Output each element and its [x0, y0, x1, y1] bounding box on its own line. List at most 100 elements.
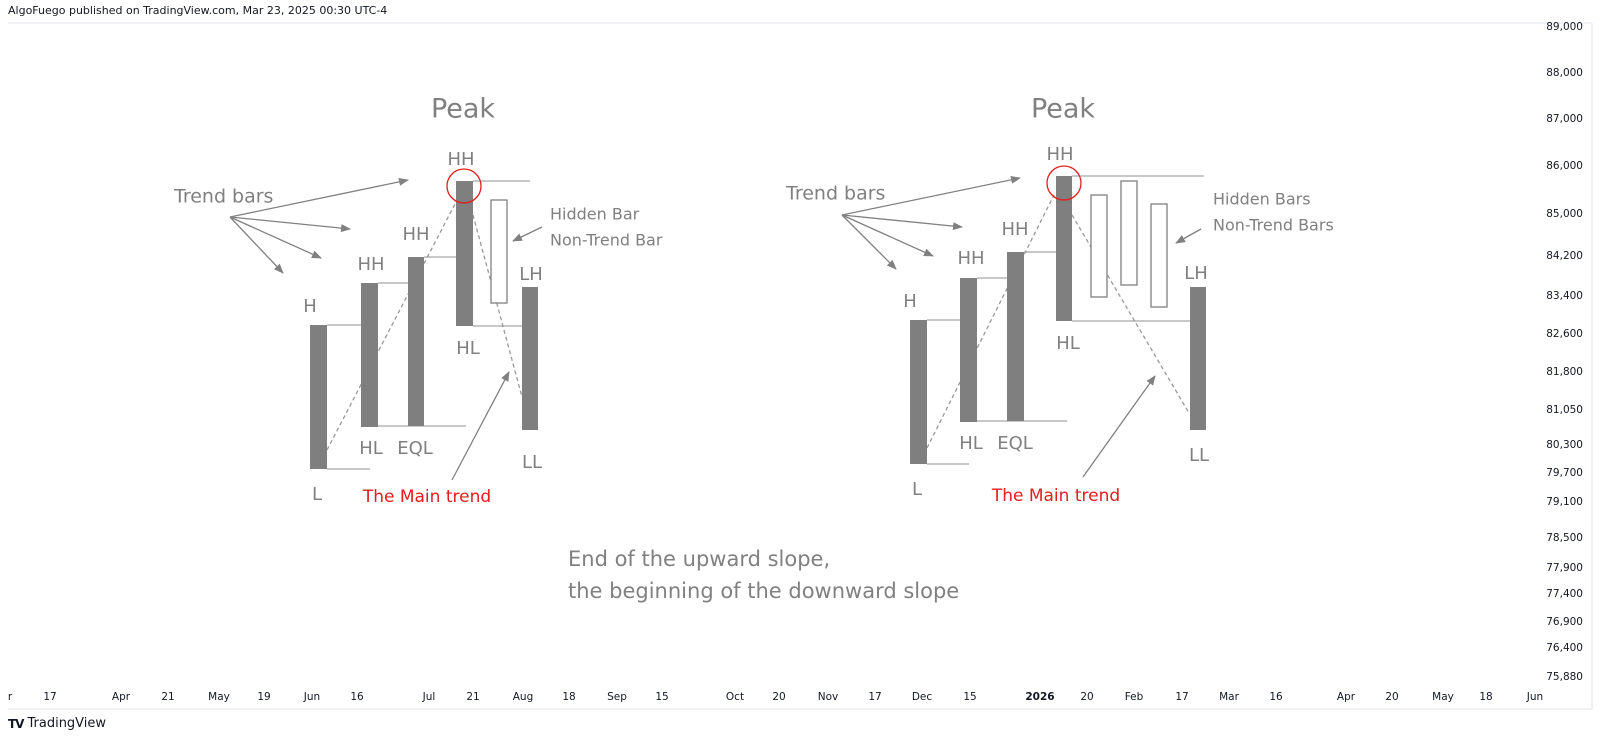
price-tick-label: 79,700	[1546, 467, 1583, 479]
price-tick-label: 84,200	[1546, 250, 1583, 262]
trend-bar-l	[310, 325, 327, 469]
time-tick-label: 18	[562, 691, 575, 703]
price-tick-label: 79,100	[1546, 496, 1583, 508]
time-tick-label: Nov	[818, 691, 839, 703]
time-tick-label: 18	[1479, 691, 1492, 703]
time-tick-label: 17	[1175, 691, 1188, 703]
label-hh-3: HH	[402, 224, 429, 245]
time-tick-label: 21	[466, 691, 479, 703]
label-hh-3: HH	[1001, 219, 1028, 240]
price-axis[interactable]: 89,000 88,000 87,000 86,000 85,000 84,200 83,4…	[1546, 21, 1583, 683]
main-trend-label: The Main trend	[362, 487, 491, 507]
price-tick-label: 80,300	[1546, 439, 1583, 451]
price-tick-label: 89,000	[1546, 21, 1583, 33]
peak-title: Peak	[431, 94, 495, 125]
time-tick-label: Feb	[1125, 691, 1144, 703]
label-h: H	[903, 291, 917, 312]
price-tick-label: 78,500	[1546, 532, 1583, 544]
trend-bar-eql	[1007, 252, 1024, 421]
time-tick-label: Jul	[422, 691, 436, 703]
label-lh: LH	[1184, 263, 1208, 284]
publish-info: AlgoFuego published on TradingView.com, …	[8, 4, 388, 17]
time-tick-label: 21	[161, 691, 174, 703]
label-eql: EQL	[397, 438, 433, 459]
label-hh-top: HH	[447, 149, 474, 170]
hidden-bar-arrow	[512, 226, 543, 242]
label-hl-2: HL	[959, 433, 983, 454]
price-tick-label: 77,900	[1546, 562, 1583, 574]
price-tick-label: 88,000	[1546, 67, 1583, 79]
tradingview-logo[interactable]: TV TradingView	[8, 716, 106, 731]
trend-bars-label: Trend bars	[785, 183, 885, 205]
time-tick-label: Jun	[303, 691, 320, 703]
time-tick-label: Oct	[726, 691, 744, 703]
label-l: L	[912, 479, 922, 500]
hidden-bar	[1150, 203, 1168, 308]
price-tick-label: 76,900	[1546, 616, 1583, 628]
label-l: L	[312, 484, 322, 505]
label-hl-2: HL	[359, 438, 383, 459]
time-tick-label: May	[208, 691, 230, 703]
time-tick-label: 20	[1080, 691, 1093, 703]
time-tick-label: Dec	[912, 691, 933, 703]
trend-bar-hl	[960, 278, 977, 422]
label-ll: LL	[522, 452, 542, 473]
trend-bar-arrows	[229, 177, 409, 274]
label-hh-top: HH	[1046, 144, 1073, 165]
label-hl-4: HL	[456, 338, 480, 359]
time-tick-label: Aug	[513, 691, 534, 703]
trend-bars-label: Trend bars	[173, 186, 273, 208]
peak-title: Peak	[1031, 94, 1095, 125]
time-tick-label: Jun	[1526, 691, 1543, 703]
label-eql: EQL	[997, 433, 1033, 454]
non-trend-bars-label: Non-Trend Bars	[1213, 216, 1334, 235]
hidden-bars-arrow	[1175, 228, 1202, 244]
caption-line-1: End of the upward slope,	[568, 547, 830, 571]
trend-bar-ll	[1190, 287, 1206, 430]
time-tick-label: 2026	[1025, 691, 1054, 703]
uptrend-dashed-line	[926, 194, 1055, 449]
time-tick-label: 15	[655, 691, 668, 703]
price-tick-label: 81,050	[1546, 404, 1583, 416]
time-axis[interactable]: r 17 Apr 21 May 19 Jun 16 Jul 21 Aug 18 Sep 15 Oct 20 No…	[8, 691, 1543, 703]
time-tick-label: May	[1432, 691, 1454, 703]
trend-bar-ll	[522, 287, 538, 430]
time-tick-label: 20	[772, 691, 785, 703]
uptrend-dashed-line	[326, 201, 457, 451]
hidden-bar	[490, 199, 508, 304]
left-diagram: Peak Trend bars HH HH HH H HL EQL HL LH …	[173, 94, 663, 508]
time-tick-label: 17	[43, 691, 56, 703]
hidden-bar-label: Hidden Bar	[550, 205, 640, 224]
time-tick-label: Apr	[1337, 691, 1356, 703]
time-tick-label: 17	[868, 691, 881, 703]
time-tick-label: Sep	[607, 691, 627, 703]
price-tick-label: 82,600	[1546, 328, 1583, 340]
price-tick-label: 86,000	[1546, 160, 1583, 172]
label-ll: LL	[1189, 445, 1209, 466]
right-diagram: Peak Trend bars HH HH HH H HL EQL HL LH …	[785, 94, 1334, 507]
label-hh-2: HH	[957, 248, 984, 269]
price-tick-label: 76,400	[1546, 642, 1583, 654]
hidden-bar	[1120, 180, 1138, 286]
price-tick-label: 75,880	[1546, 671, 1583, 683]
trend-bar-peak	[456, 181, 473, 326]
level-lines	[327, 180, 530, 470]
price-tick-label: 87,000	[1546, 113, 1583, 125]
time-tick-label: r	[8, 691, 13, 703]
caption-line-2: the beginning of the downward slope	[568, 579, 959, 603]
price-tick-label: 83,400	[1546, 290, 1583, 302]
label-hh-2: HH	[357, 254, 384, 275]
time-tick-label: 16	[1269, 691, 1283, 703]
price-tick-label: 77,400	[1546, 588, 1583, 600]
trend-bar-peak	[1056, 176, 1072, 321]
tradingview-logo-icon: TV	[8, 716, 25, 731]
trend-bar-hl	[361, 283, 378, 427]
tradingview-logo-text: TradingView	[27, 716, 107, 731]
trend-bar-l	[910, 320, 927, 464]
time-tick-label: Mar	[1219, 691, 1239, 703]
price-tick-label: 85,000	[1546, 208, 1583, 220]
label-lh: LH	[519, 264, 543, 285]
time-tick-label: 15	[963, 691, 976, 703]
label-hl-4: HL	[1056, 333, 1080, 354]
